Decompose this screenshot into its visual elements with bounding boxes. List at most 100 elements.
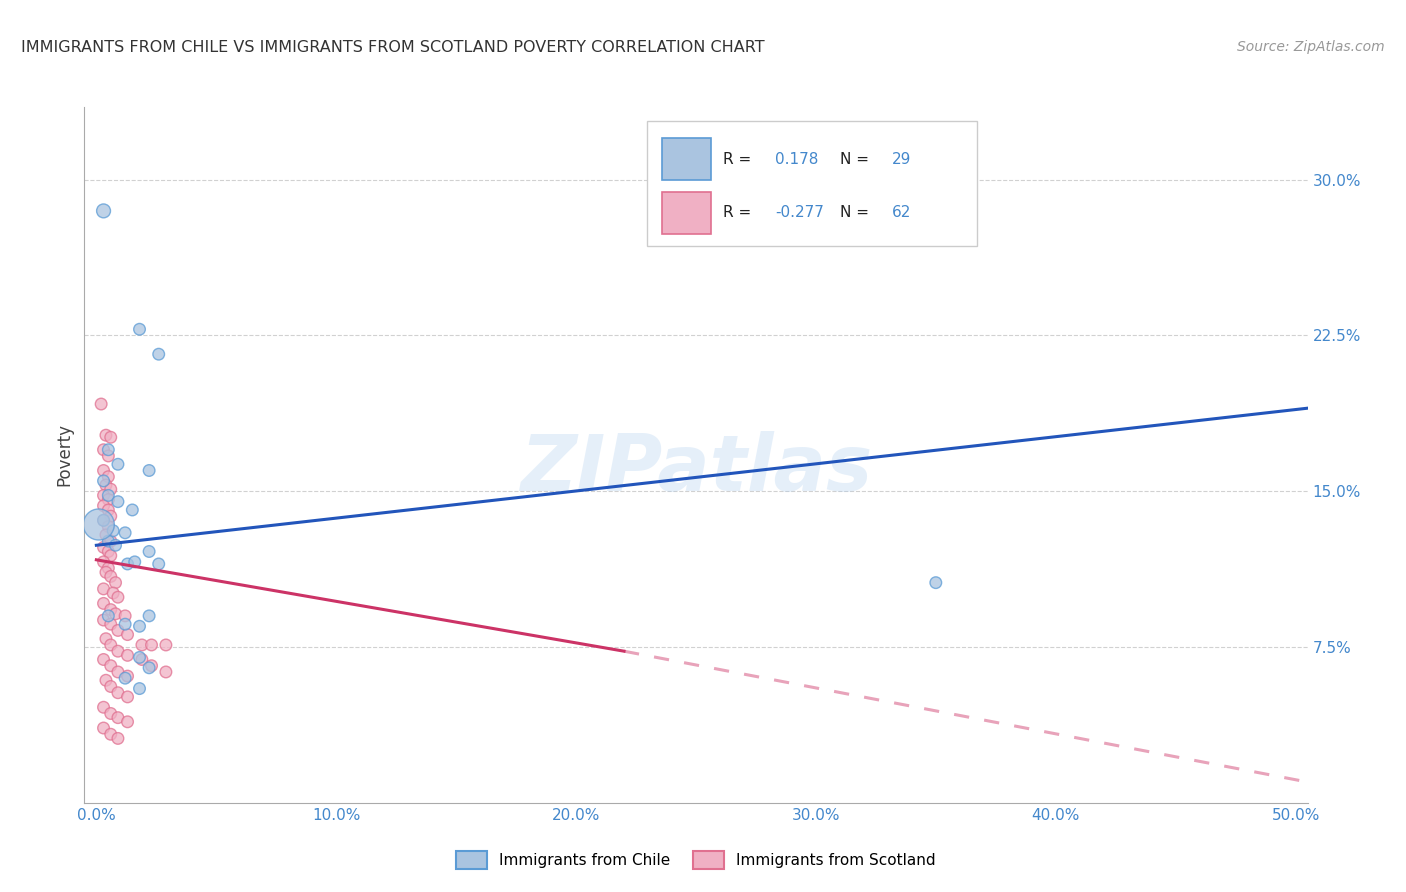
Text: R =: R = bbox=[723, 205, 756, 220]
Text: N =: N = bbox=[841, 152, 875, 167]
Point bbox=[100, 482, 122, 496]
Point bbox=[100, 658, 122, 673]
Point bbox=[94, 428, 117, 442]
Point bbox=[94, 673, 117, 688]
Point bbox=[94, 632, 117, 646]
Text: 0.178: 0.178 bbox=[776, 152, 818, 167]
Legend: Immigrants from Chile, Immigrants from Scotland: Immigrants from Chile, Immigrants from S… bbox=[450, 846, 942, 875]
Point bbox=[104, 575, 127, 590]
Point bbox=[114, 671, 136, 685]
Point bbox=[131, 638, 153, 652]
Text: Source: ZipAtlas.com: Source: ZipAtlas.com bbox=[1237, 40, 1385, 54]
Point bbox=[93, 203, 115, 218]
Point bbox=[97, 544, 120, 558]
Point bbox=[117, 669, 139, 683]
Y-axis label: Poverty: Poverty bbox=[55, 424, 73, 486]
Point bbox=[114, 617, 136, 632]
Point bbox=[93, 582, 115, 596]
Point bbox=[117, 648, 139, 663]
Point bbox=[107, 731, 129, 746]
Point bbox=[107, 686, 129, 700]
Point bbox=[100, 727, 122, 741]
Point bbox=[107, 457, 129, 471]
Point bbox=[138, 544, 160, 558]
Point bbox=[87, 517, 110, 532]
Point bbox=[104, 538, 127, 552]
Text: -0.277: -0.277 bbox=[776, 205, 824, 220]
Text: ZIPatlas: ZIPatlas bbox=[520, 431, 872, 507]
Point bbox=[100, 534, 122, 549]
Point bbox=[124, 555, 146, 569]
Point bbox=[138, 608, 160, 623]
Point bbox=[141, 638, 163, 652]
Point bbox=[93, 499, 115, 513]
Point bbox=[97, 503, 120, 517]
Point bbox=[97, 492, 120, 507]
Point bbox=[138, 463, 160, 477]
Point bbox=[93, 613, 115, 627]
Point bbox=[131, 652, 153, 666]
Point bbox=[138, 661, 160, 675]
Point bbox=[117, 690, 139, 704]
FancyBboxPatch shape bbox=[647, 121, 977, 246]
Point bbox=[97, 469, 120, 483]
Point bbox=[93, 596, 115, 610]
Point bbox=[100, 509, 122, 524]
Point bbox=[128, 681, 150, 696]
Text: N =: N = bbox=[841, 205, 875, 220]
Point bbox=[925, 575, 948, 590]
Point bbox=[93, 463, 115, 477]
Point bbox=[93, 541, 115, 555]
Point bbox=[100, 706, 122, 721]
Point bbox=[121, 503, 143, 517]
Point bbox=[93, 488, 115, 502]
Point bbox=[128, 619, 150, 633]
Point bbox=[97, 442, 120, 457]
Point bbox=[107, 494, 129, 508]
Point bbox=[93, 652, 115, 666]
Point bbox=[100, 549, 122, 563]
Point bbox=[100, 680, 122, 694]
Point bbox=[94, 566, 117, 580]
Point bbox=[117, 627, 139, 641]
Text: 62: 62 bbox=[891, 205, 911, 220]
Point bbox=[97, 561, 120, 575]
Point bbox=[97, 488, 120, 502]
Text: R =: R = bbox=[723, 152, 756, 167]
Bar bbox=[662, 138, 710, 180]
Point bbox=[93, 555, 115, 569]
Point bbox=[114, 608, 136, 623]
Point bbox=[100, 569, 122, 583]
Bar bbox=[662, 192, 710, 234]
Point bbox=[100, 602, 122, 616]
Point bbox=[107, 665, 129, 679]
Point bbox=[97, 534, 120, 549]
Point bbox=[114, 525, 136, 540]
Point bbox=[155, 638, 177, 652]
Point bbox=[94, 528, 117, 542]
Point bbox=[148, 347, 170, 361]
Point bbox=[148, 557, 170, 571]
Point bbox=[97, 608, 120, 623]
Point bbox=[100, 430, 122, 444]
Point bbox=[107, 590, 129, 604]
Point bbox=[101, 586, 124, 600]
Point bbox=[107, 711, 129, 725]
Point bbox=[93, 442, 115, 457]
Point bbox=[97, 519, 120, 533]
Point bbox=[93, 513, 115, 527]
Point bbox=[93, 474, 115, 488]
Point bbox=[100, 638, 122, 652]
Point bbox=[128, 650, 150, 665]
Point bbox=[107, 624, 129, 638]
Point bbox=[107, 644, 129, 658]
Point bbox=[141, 658, 163, 673]
Point bbox=[97, 449, 120, 463]
Point bbox=[93, 721, 115, 735]
Point bbox=[117, 714, 139, 729]
Point bbox=[101, 524, 124, 538]
Point bbox=[93, 513, 115, 527]
Point bbox=[94, 478, 117, 492]
Point bbox=[90, 397, 112, 411]
Text: IMMIGRANTS FROM CHILE VS IMMIGRANTS FROM SCOTLAND POVERTY CORRELATION CHART: IMMIGRANTS FROM CHILE VS IMMIGRANTS FROM… bbox=[21, 40, 765, 55]
